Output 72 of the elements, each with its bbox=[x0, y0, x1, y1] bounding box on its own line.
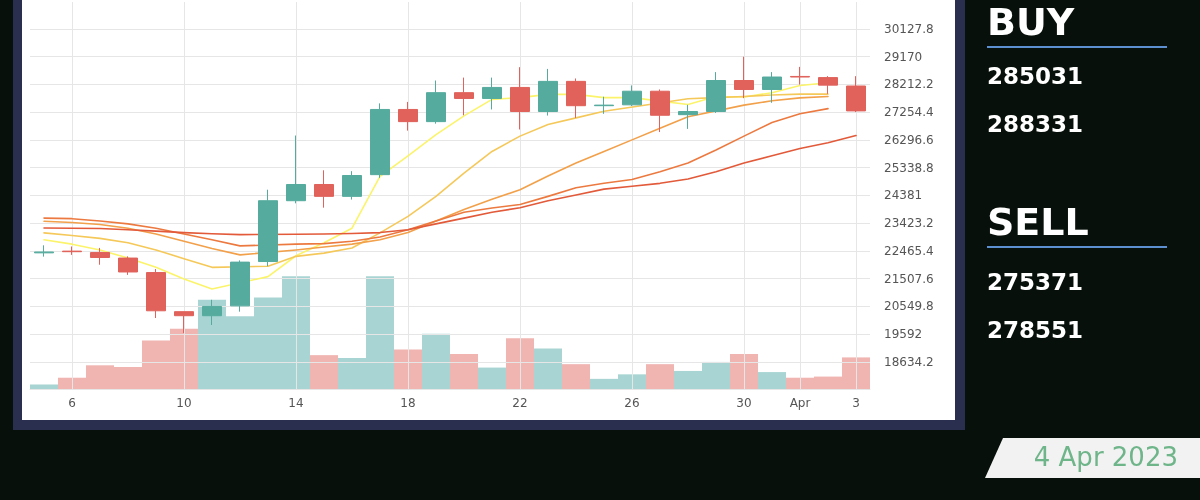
candlestick bbox=[818, 75, 838, 95]
candlestick bbox=[370, 102, 390, 179]
x-tick-label: 18 bbox=[400, 396, 416, 410]
candlestick bbox=[426, 80, 446, 125]
candlestick bbox=[762, 71, 782, 104]
candlestick bbox=[734, 56, 754, 99]
candlestick bbox=[482, 77, 502, 110]
bar bbox=[758, 372, 786, 389]
candlestick bbox=[510, 66, 530, 130]
candlestick bbox=[286, 135, 306, 204]
candlestick bbox=[566, 77, 586, 119]
bar bbox=[394, 349, 422, 389]
candlestick bbox=[62, 245, 82, 256]
candlestick bbox=[398, 101, 418, 132]
x-tick-label: 26 bbox=[624, 396, 640, 410]
y-tick-label: 22465.4 bbox=[884, 243, 934, 258]
y-tick-label: 26296.6 bbox=[884, 132, 934, 147]
candlestick bbox=[90, 247, 110, 266]
y-tick-label: 24381 bbox=[884, 188, 923, 203]
x-tick-label: 6 bbox=[68, 396, 76, 410]
candlestick bbox=[454, 77, 474, 116]
y-tick-label: 25338.8 bbox=[884, 160, 934, 175]
candlestick bbox=[706, 71, 726, 114]
bar bbox=[450, 354, 478, 389]
bar bbox=[422, 333, 450, 389]
bar bbox=[478, 367, 506, 389]
x-tick-label: Apr bbox=[789, 396, 811, 410]
candlestick bbox=[650, 88, 670, 133]
y-tick-label: 28212.2 bbox=[884, 77, 934, 92]
y-tick-label: 30127.8 bbox=[884, 22, 934, 36]
text: SELL bbox=[987, 200, 1167, 248]
y-tick-label: 18634.2 bbox=[884, 354, 934, 369]
text: 278551 bbox=[987, 316, 1084, 344]
y-tick-label: 23423.2 bbox=[884, 216, 934, 231]
text: 4 Apr 2023 bbox=[1033, 442, 1178, 472]
y-tick-label: 21507.6 bbox=[884, 271, 934, 286]
y-tick-label: 20549.8 bbox=[884, 299, 934, 314]
y-tick-label: 19592 bbox=[884, 327, 923, 342]
candlestick bbox=[202, 299, 222, 326]
line-series bbox=[43, 134, 857, 236]
bar bbox=[506, 338, 534, 389]
y-tick-label: 27254.4 bbox=[884, 105, 934, 120]
candlestick bbox=[846, 75, 866, 113]
candlestick bbox=[146, 268, 166, 319]
candlestick bbox=[174, 311, 194, 334]
candlestick bbox=[622, 84, 642, 107]
candlestick bbox=[790, 66, 810, 86]
text: BUY bbox=[987, 0, 1167, 48]
candlestick bbox=[678, 104, 698, 130]
y-tick-label: 29170 bbox=[884, 49, 923, 64]
x-tick-label: 3 bbox=[852, 396, 860, 410]
x-tick-label: 10 bbox=[176, 396, 192, 410]
bar bbox=[730, 354, 758, 389]
bar bbox=[646, 364, 674, 389]
x-tick-label: 30 bbox=[736, 396, 752, 410]
text: 285031 bbox=[987, 62, 1084, 90]
bar bbox=[30, 384, 58, 389]
candlestick bbox=[538, 68, 558, 117]
bar bbox=[562, 364, 590, 389]
x-tick-label: 22 bbox=[512, 396, 528, 410]
candlestick bbox=[594, 96, 614, 115]
bar bbox=[534, 348, 562, 389]
candlestick bbox=[118, 255, 138, 276]
text: 275371 bbox=[987, 268, 1084, 296]
candlestick bbox=[34, 244, 54, 258]
candlestick bbox=[230, 259, 250, 313]
candlestick bbox=[314, 169, 334, 209]
candlestick bbox=[342, 170, 362, 201]
text: 288331 bbox=[987, 110, 1084, 138]
candlestick bbox=[258, 189, 278, 267]
bar bbox=[310, 355, 338, 389]
x-tick-label: 14 bbox=[288, 396, 304, 410]
